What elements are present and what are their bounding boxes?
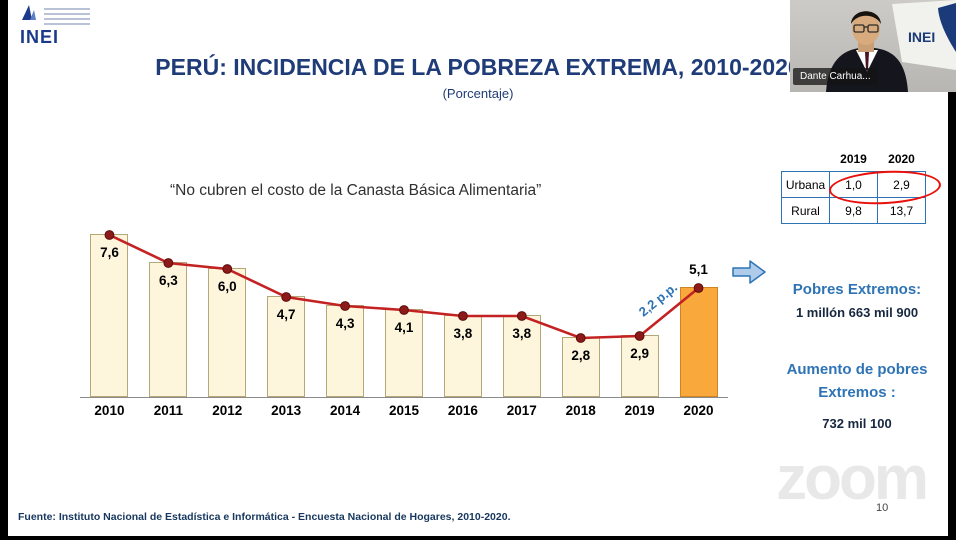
bar-column: 6,0 <box>198 223 257 397</box>
bar-2020 <box>679 287 718 397</box>
bar-value-label: 3,8 <box>453 326 473 341</box>
pobres-extremos-value: 1 millón 663 mil 900 <box>795 305 919 320</box>
logo-fineprint-lines <box>44 4 90 25</box>
x-axis-label: 2015 <box>388 403 419 418</box>
x-axis-label: 2013 <box>271 403 302 418</box>
x-axis-label: 2012 <box>212 403 243 418</box>
slide-title: PERÚ: INCIDENCIA DE LA POBREZA EXTREMA, … <box>155 54 801 80</box>
table-col-header: 2019 <box>840 152 867 166</box>
row-label: Rural <box>781 197 830 224</box>
x-axis-label: 2020 <box>683 403 714 418</box>
bar-value-label: 3,8 <box>512 326 532 341</box>
bar-value-label: 7,6 <box>100 245 119 260</box>
bar-value-label: 6,0 <box>217 279 237 294</box>
source-note: Fuente: Instituto Nacional de Estadístic… <box>18 511 511 523</box>
table-col-header: 2020 <box>888 152 915 166</box>
page-number: 10 <box>876 502 889 514</box>
table-value: 9,8 <box>829 197 878 224</box>
bar-value-label: 2,8 <box>571 348 591 363</box>
row-label: Urbana <box>781 171 830 198</box>
pobres-extremos-label: Pobres Extremos: <box>792 281 922 298</box>
bar-value-label: 4,3 <box>335 316 355 331</box>
x-axis-label: 2017 <box>506 403 537 418</box>
right-arrow-icon <box>732 260 766 284</box>
bar-value-label: 2,9 <box>630 346 650 361</box>
bar-column: 5,1 <box>669 223 728 397</box>
aumento-label-line2: Extremos : <box>818 384 896 401</box>
bar-column: 4,7 <box>257 223 316 397</box>
zoom-watermark: zoom <box>776 444 929 513</box>
bar-value-label: 6,3 <box>158 273 178 288</box>
x-axis-label: 2016 <box>447 403 478 418</box>
aumento-value: 732 mil 100 <box>822 416 892 431</box>
x-axis-label: 2019 <box>624 403 655 418</box>
bar-column: 4,1 <box>375 223 434 397</box>
bar-value-label: 4,7 <box>276 307 296 322</box>
person-face <box>852 11 880 45</box>
side-table: 2019 2020 Urbana 1,0 2,9 Rural 9,8 13,7 <box>781 150 926 224</box>
x-axis-label: 2014 <box>330 403 361 418</box>
side-table-header-row: 2019 2020 <box>782 150 926 172</box>
bar-2019 <box>620 335 659 397</box>
x-axis-label: 2010 <box>94 403 125 418</box>
bar-column: 3,8 <box>492 223 551 397</box>
chart-xlabels: 2010 2011 2012 2013 2014 2015 2016 2017 2018 2019… <box>80 403 728 418</box>
bar-column: 2,8 <box>551 223 610 397</box>
bar-column: 7,6 <box>80 223 139 397</box>
slide-subtitle: (Porcentaje) <box>442 86 514 101</box>
table-value: 2,9 <box>877 171 926 198</box>
side-table-body: Urbana 1,0 2,9 Rural 9,8 13,7 <box>781 171 926 224</box>
inei-logo-icon <box>22 5 36 20</box>
table-value: 13,7 <box>877 197 926 224</box>
aumento-label-line1: Aumento de pobres <box>786 361 928 378</box>
bar-column: 6,3 <box>139 223 198 397</box>
right-panel: 2019 2020 Urbana 1,0 2,9 Rural 9,8 13,7 Pobres… <box>773 150 942 431</box>
logo-text: INEI <box>20 27 60 47</box>
bar-column: 4,3 <box>316 223 375 397</box>
svg-text:INEI: INEI <box>908 29 935 45</box>
aumento-label: Aumento de pobres Extremos : <box>773 358 941 404</box>
inei-logo: INEI <box>20 4 140 48</box>
chart-quote: “No cubren el costo de la Canasta Básica… <box>170 182 542 199</box>
bar-value-label: 4,1 <box>394 320 414 335</box>
x-axis-label: 2018 <box>565 403 596 418</box>
webcam-overlay[interactable]: INEI Dante Carhua... <box>790 0 956 92</box>
table-row: Urbana 1,0 2,9 <box>781 171 926 198</box>
bar-column: 3,8 <box>433 223 492 397</box>
x-axis-label: 2011 <box>153 403 183 418</box>
bar-2018 <box>561 337 600 397</box>
participant-name-label: Dante Carhua... <box>793 68 878 85</box>
table-row: Rural 9,8 13,7 <box>781 197 926 224</box>
